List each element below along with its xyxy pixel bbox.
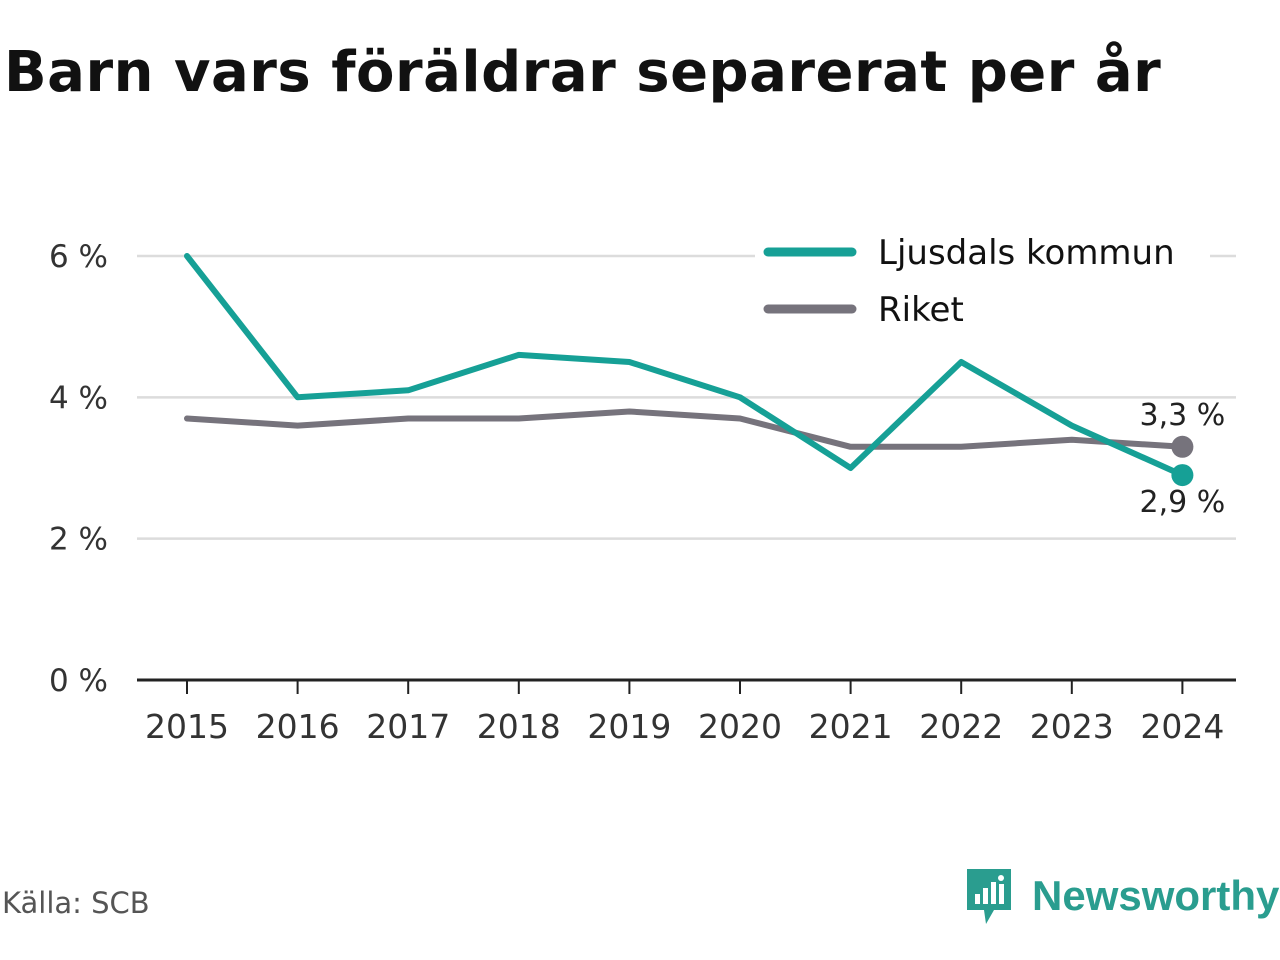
- end-point-ljusdals-kommun: [1171, 464, 1194, 487]
- chart-title: Barn vars föräldrar separerat per år: [4, 40, 1162, 105]
- x-tick-label: 2015: [145, 707, 229, 746]
- end-point-riket: [1171, 435, 1194, 458]
- end-label-ljusdals-kommun: 2,9 %: [1140, 485, 1226, 520]
- legend-label-riket: Riket: [878, 290, 964, 330]
- x-tick-label: 2019: [587, 707, 671, 746]
- series-line-ljusdals-kommun: [184, 253, 1186, 479]
- source-note: Källa: SCB: [2, 886, 150, 920]
- newsworthy-logo-icon: [967, 869, 1011, 924]
- y-tick-label: 6 %: [49, 239, 108, 275]
- end-label-riket: 3,3 %: [1140, 398, 1226, 433]
- y-tick-label: 2 %: [49, 522, 108, 558]
- x-tick-label: 2016: [256, 707, 340, 746]
- x-tick-label: 2020: [698, 707, 782, 746]
- y-tick-label: 0 %: [49, 663, 108, 699]
- series-line-riket: [184, 408, 1186, 450]
- brand-name: Newsworthy: [1032, 872, 1280, 919]
- x-tick-label: 2022: [919, 707, 1003, 746]
- legend-label-ljusdals-kommun: Ljusdals kommun: [878, 233, 1175, 273]
- x-tick-label: 2024: [1140, 707, 1224, 746]
- x-tick-label: 2018: [477, 707, 561, 746]
- x-tick-label: 2017: [366, 707, 450, 746]
- x-tick-label: 2021: [809, 707, 893, 746]
- legend-background: [755, 222, 1210, 340]
- brand-logo: Newsworthy: [964, 864, 1279, 928]
- y-tick-label: 4 %: [49, 380, 108, 416]
- x-tick-label: 2023: [1030, 707, 1114, 746]
